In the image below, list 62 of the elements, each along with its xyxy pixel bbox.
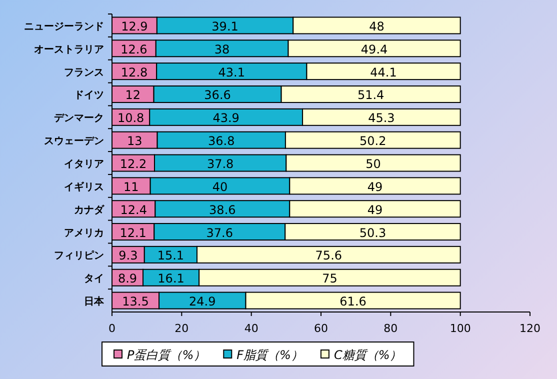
data-label: 38	[214, 42, 230, 56]
data-label: 75.6	[315, 248, 342, 263]
data-label: 13.5	[122, 294, 149, 309]
legend-label: P蛋白質（%）	[127, 348, 206, 362]
data-label: 40	[212, 180, 228, 194]
data-label: 11	[124, 180, 139, 194]
data-label: 43.9	[212, 111, 240, 126]
data-label: 50	[366, 157, 381, 171]
data-label: 49.4	[360, 42, 388, 56]
data-label: 51.4	[357, 88, 384, 102]
data-label: 44.1	[370, 65, 397, 80]
data-label: 24.9	[189, 294, 216, 309]
data-label: 13	[127, 134, 142, 148]
data-label: 16.1	[158, 272, 184, 286]
data-label: 49	[367, 180, 383, 194]
data-label: 61.6	[340, 294, 366, 309]
y-tick-label: イギリス	[64, 180, 104, 193]
y-tick-label: イタリア	[64, 159, 104, 170]
data-label: 50.3	[359, 226, 386, 240]
y-tick-label: 日本	[84, 296, 105, 308]
data-label: 38.6	[209, 202, 236, 217]
y-tick-label: フランス	[64, 67, 104, 78]
data-label: 10.8	[117, 111, 144, 126]
y-tick-label: ドイツ	[74, 90, 104, 102]
data-label: 15.1	[157, 248, 184, 263]
y-tick-label: オーストラリア	[34, 44, 104, 56]
data-label: 8.9	[118, 272, 138, 286]
legend-label: C糖質（%）	[334, 348, 402, 362]
x-tick-label: 40	[244, 322, 258, 335]
data-label: 48	[369, 19, 384, 34]
y-tick-label: ニュージーランド	[24, 21, 104, 32]
data-label: 12.8	[120, 65, 148, 80]
data-label: 37.6	[206, 226, 233, 240]
data-label: 43.1	[218, 65, 246, 80]
x-tick-label: 100	[450, 322, 471, 335]
data-label: 12.1	[120, 226, 146, 240]
x-tick-label: 0	[108, 322, 116, 335]
data-label: 75	[322, 272, 338, 286]
y-tick-label: カナダ	[74, 204, 105, 216]
y-tick-label: スウェーデン	[44, 136, 104, 148]
data-label: 39.1	[212, 19, 238, 34]
data-label: 12.9	[121, 19, 148, 34]
x-tick-label: 120	[520, 322, 540, 335]
y-tick-label: フィリピン	[54, 250, 104, 262]
data-label: 37.8	[206, 157, 234, 171]
data-label: 50.2	[360, 134, 386, 148]
data-label: 12	[125, 88, 141, 102]
data-label: 9.3	[118, 248, 138, 263]
y-tick-label: デンマーク	[54, 113, 104, 124]
y-tick-label: アメリカ	[64, 228, 104, 239]
data-label: 12.6	[120, 42, 148, 56]
x-tick-label: 20	[174, 322, 189, 335]
y-tick-label: タイ	[84, 274, 104, 285]
legend-label: F脂質（%）	[236, 348, 303, 362]
x-tick-label: 80	[384, 322, 398, 335]
data-label: 45.3	[368, 111, 395, 126]
data-label: 12.4	[120, 202, 147, 217]
data-label: 36.6	[204, 88, 231, 102]
x-tick-label: 60	[314, 322, 328, 335]
data-label: 12.2	[120, 157, 147, 171]
data-label: 49	[367, 202, 383, 217]
data-label: 36.8	[208, 134, 235, 148]
